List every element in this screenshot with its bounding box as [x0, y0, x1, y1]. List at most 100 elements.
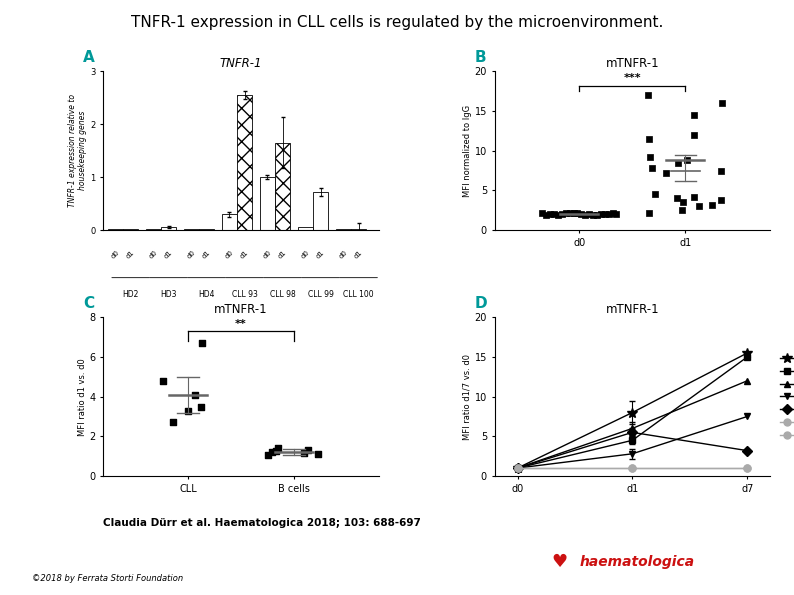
Text: CLL 93: CLL 93 — [232, 290, 257, 299]
Y-axis label: MFI normalized to IgG: MFI normalized to IgG — [463, 105, 472, 197]
Point — [659, 168, 672, 178]
Point — [579, 210, 592, 220]
Text: d1: d1 — [353, 249, 364, 259]
Point — [548, 209, 561, 218]
Point — [575, 209, 588, 219]
Point — [688, 192, 700, 202]
Text: d0: d0 — [224, 249, 234, 259]
CLL 308 — [513, 465, 522, 472]
Y-axis label: TNFR-1 expression relative to
housekeeping genes: TNFR-1 expression relative to housekeepi… — [68, 94, 87, 207]
CLL 181 — [627, 425, 637, 432]
Point — [583, 209, 596, 219]
Point — [688, 130, 700, 140]
CLL 201 — [627, 437, 637, 444]
Point — [156, 376, 169, 386]
PB 2 — [742, 465, 752, 472]
Point — [591, 210, 603, 220]
PB 1 — [742, 465, 752, 472]
Legend: CLL 178, CLL 201, CLL 181, CLL 298, CLL 308, PB 1, PB 2: CLL 178, CLL 201, CLL 181, CLL 298, CLL … — [780, 353, 794, 440]
Text: HD3: HD3 — [160, 290, 177, 299]
Text: HD2: HD2 — [122, 290, 139, 299]
Point — [681, 155, 694, 165]
Bar — [275, 143, 291, 230]
Point — [715, 195, 727, 205]
Text: A: A — [83, 51, 95, 65]
Point — [607, 209, 619, 218]
Title: mTNFR-1: mTNFR-1 — [606, 303, 659, 316]
Text: ©2018 by Ferrata Storti Foundation: ©2018 by Ferrata Storti Foundation — [32, 574, 183, 583]
Line: CLL 201: CLL 201 — [514, 353, 750, 472]
Bar — [351, 229, 366, 230]
Point — [189, 390, 202, 399]
Title: mTNFR-1: mTNFR-1 — [606, 57, 659, 70]
Text: ***: *** — [623, 73, 642, 83]
Bar — [237, 95, 252, 230]
Point — [676, 198, 689, 207]
Line: CLL 181: CLL 181 — [514, 377, 750, 472]
Text: d1: d1 — [315, 249, 326, 259]
Point — [599, 209, 611, 219]
PB 2 — [513, 465, 522, 472]
Text: TNFR-1 expression in CLL cells is regulated by the microenvironment.: TNFR-1 expression in CLL cells is regula… — [131, 15, 663, 30]
CLL 201 — [742, 353, 752, 361]
Point — [312, 449, 325, 459]
Point — [195, 402, 207, 411]
Point — [540, 210, 553, 220]
Text: d0: d0 — [186, 249, 196, 259]
Bar — [123, 229, 138, 230]
Bar — [222, 214, 237, 230]
CLL 181 — [513, 465, 522, 472]
Bar — [260, 177, 275, 230]
Text: d1: d1 — [125, 249, 136, 259]
Bar — [298, 227, 313, 230]
Bar — [161, 227, 176, 230]
Point — [196, 339, 209, 348]
CLL 178 — [742, 349, 752, 356]
Text: d1: d1 — [277, 249, 288, 259]
CLL 201 — [513, 465, 522, 472]
Text: d0: d0 — [300, 249, 310, 259]
Line: PB 2: PB 2 — [514, 465, 750, 472]
Text: d1: d1 — [239, 249, 250, 259]
Point — [559, 209, 572, 218]
Point — [672, 158, 684, 167]
Text: d0: d0 — [338, 249, 349, 259]
Text: haematologica: haematologica — [580, 555, 695, 569]
Y-axis label: MFI ratio d1 vs. d0: MFI ratio d1 vs. d0 — [78, 358, 87, 436]
Text: CLL 98: CLL 98 — [270, 290, 295, 299]
Bar — [107, 229, 123, 230]
Bar — [145, 229, 161, 230]
Text: D: D — [475, 296, 488, 311]
Point — [266, 447, 279, 457]
Point — [567, 209, 580, 218]
Text: d0: d0 — [262, 249, 272, 259]
PB 2 — [627, 465, 637, 472]
CLL 308 — [627, 429, 637, 436]
CLL 308 — [742, 447, 752, 454]
Bar — [199, 229, 214, 230]
Text: **: ** — [235, 320, 247, 329]
Text: ♥: ♥ — [552, 553, 568, 571]
Text: Claudia Dürr et al. Haematologica 2018; 103: 688-697: Claudia Dürr et al. Haematologica 2018; … — [103, 518, 421, 528]
Point — [552, 211, 565, 220]
Point — [642, 90, 655, 100]
Point — [670, 193, 683, 203]
Point — [715, 98, 728, 108]
CLL 298 — [513, 465, 522, 472]
Point — [167, 418, 179, 427]
Line: PB 1: PB 1 — [514, 465, 750, 472]
Point — [646, 164, 658, 173]
Line: CLL 298: CLL 298 — [514, 413, 750, 472]
CLL 181 — [742, 377, 752, 384]
Bar — [313, 192, 329, 230]
Point — [692, 202, 705, 211]
CLL 178 — [627, 409, 637, 416]
Line: CLL 308: CLL 308 — [514, 429, 750, 472]
Point — [595, 209, 607, 218]
Text: d1: d1 — [202, 249, 212, 259]
Point — [610, 209, 622, 219]
Point — [587, 210, 599, 220]
Point — [688, 110, 700, 120]
Line: CLL 178: CLL 178 — [513, 348, 752, 473]
Point — [261, 450, 274, 460]
